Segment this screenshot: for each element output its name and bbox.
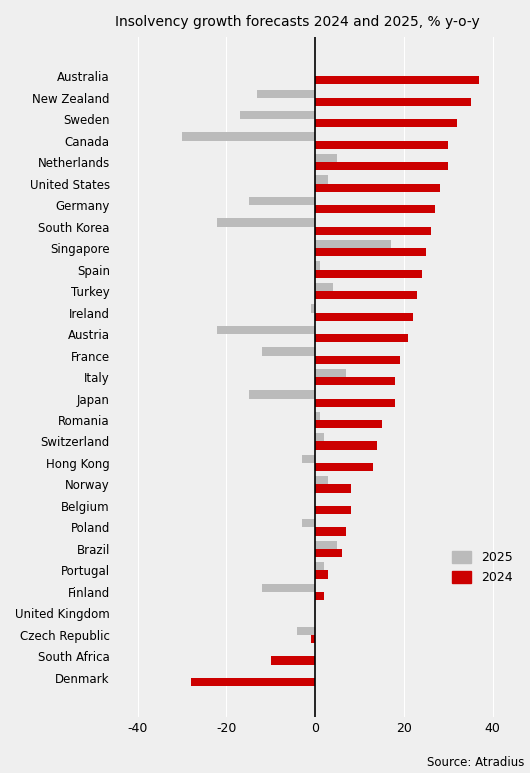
Bar [315,334,409,342]
Text: Insolvency growth forecasts 2024 and 2025, % y-o-y: Insolvency growth forecasts 2024 and 202… [116,15,480,29]
Bar [315,226,430,235]
Bar [315,248,426,257]
Bar [315,77,480,84]
Bar [315,261,320,270]
Bar [315,441,377,450]
Bar [315,377,395,385]
Bar [315,97,471,106]
Bar [311,305,315,312]
Bar [315,184,439,192]
Bar [182,132,315,141]
Bar [315,527,346,536]
Bar [315,412,320,420]
Bar [315,240,391,248]
Bar [315,592,324,600]
Legend: 2025, 2024: 2025, 2024 [452,550,513,584]
Bar [315,270,422,278]
Bar [311,635,315,643]
Bar [240,111,315,119]
Bar [315,549,342,557]
Bar [315,291,417,299]
Bar [315,356,400,364]
Bar [217,326,315,334]
Bar [217,219,315,226]
Bar [315,506,351,514]
Bar [315,119,457,128]
Bar [271,656,315,665]
Bar [297,627,315,635]
Bar [249,197,315,205]
Bar [315,205,435,213]
Bar [302,519,315,527]
Bar [315,399,395,407]
Bar [262,584,315,592]
Bar [315,562,324,570]
Bar [315,312,413,321]
Bar [315,175,329,184]
Bar [262,347,315,356]
Bar [315,476,329,485]
Bar [315,485,351,492]
Bar [315,463,373,472]
Bar [315,369,346,377]
Bar [258,90,315,97]
Bar [302,455,315,463]
Bar [249,390,315,399]
Bar [315,141,448,149]
Bar [315,541,338,549]
Bar [315,154,338,162]
Text: Source: Atradius: Source: Atradius [427,756,525,769]
Bar [315,434,324,441]
Bar [315,283,333,291]
Bar [315,570,329,579]
Bar [191,678,315,686]
Bar [315,420,382,428]
Bar [315,162,448,170]
